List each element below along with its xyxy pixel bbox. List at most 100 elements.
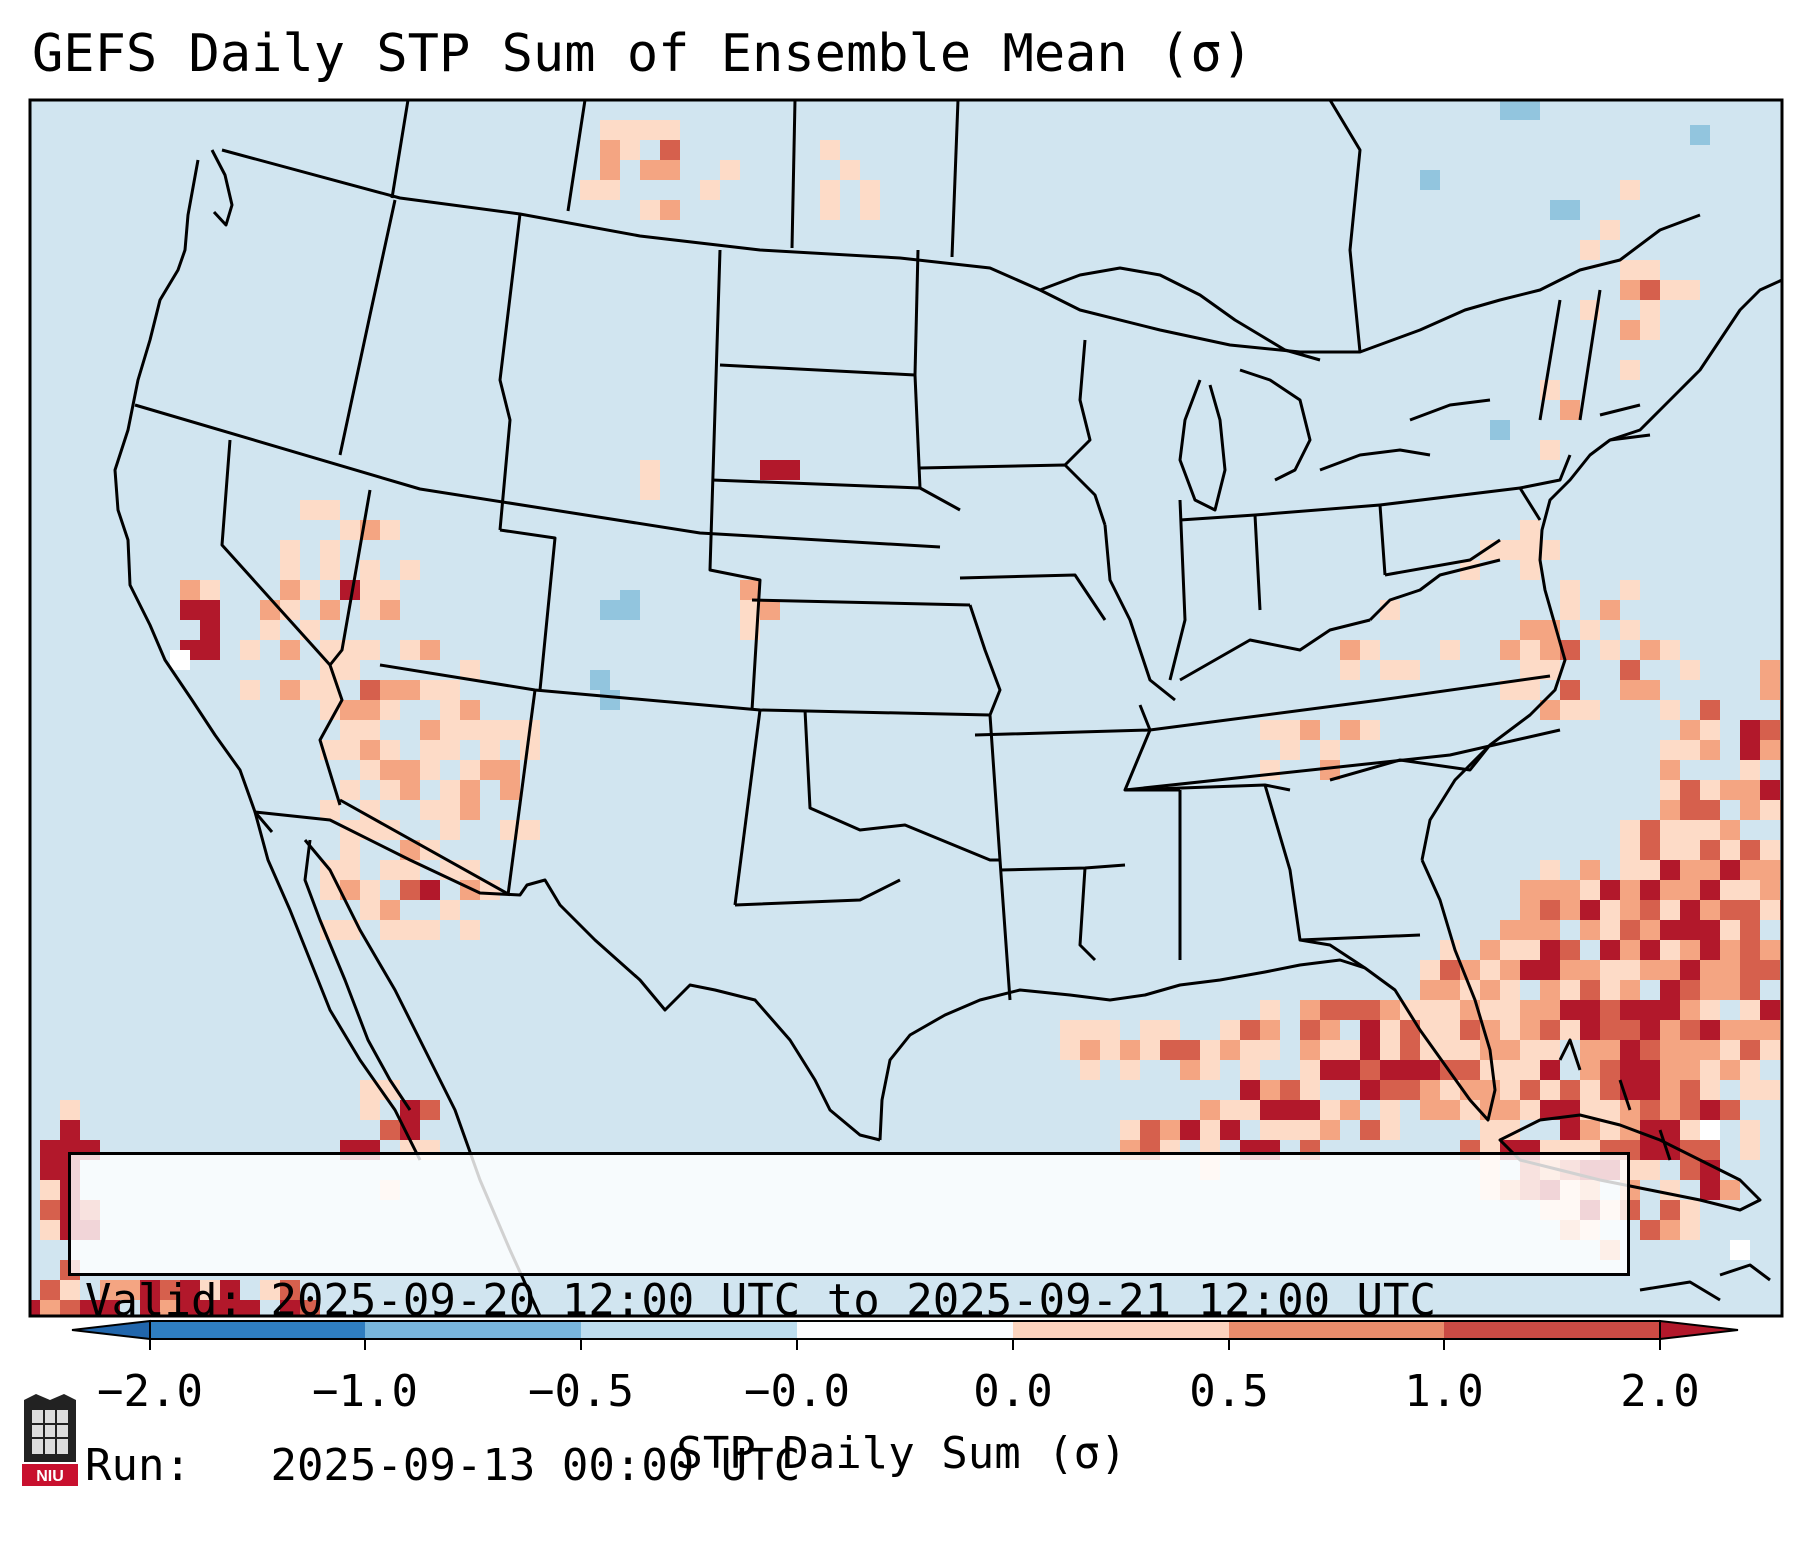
anomaly-cell: [1420, 1020, 1440, 1040]
anomaly-cell: [1440, 960, 1460, 980]
anomaly-cell: [1520, 560, 1540, 580]
anomaly-cell: [1660, 1180, 1680, 1200]
anomaly-cell: [1540, 1040, 1560, 1060]
anomaly-cell: [1700, 1080, 1720, 1100]
anomaly-cell: [1520, 1100, 1540, 1120]
anomaly-cell: [440, 820, 460, 840]
anomaly-cell: [1680, 1020, 1700, 1040]
stp-anomaly-map: [28, 98, 1784, 1350]
anomaly-cell: [1700, 740, 1720, 760]
anomaly-cell: [820, 180, 840, 200]
anomaly-cell: [380, 740, 400, 760]
anomaly-cell: [1700, 900, 1720, 920]
anomaly-cell: [240, 680, 260, 700]
niu-logo: NIU: [20, 1392, 80, 1492]
anomaly-cell: [590, 670, 610, 690]
anomaly-cell: [1360, 1020, 1380, 1040]
anomaly-cell: [1500, 980, 1520, 1000]
anomaly-cell: [1520, 920, 1540, 940]
anomaly-cell: [1500, 680, 1520, 700]
anomaly-cell: [440, 720, 460, 740]
anomaly-cell: [1560, 880, 1580, 900]
anomaly-cell: [1360, 1080, 1380, 1100]
anomaly-cell: [320, 880, 340, 900]
anomaly-cell: [1300, 1020, 1320, 1040]
map-frame: [28, 98, 1784, 1318]
anomaly-cell: [380, 700, 400, 720]
us-mexico-border: [254, 810, 881, 1142]
anomaly-cell: [1700, 860, 1720, 880]
anomaly-cell: [600, 120, 620, 140]
anomaly-cell: [460, 700, 480, 720]
anomaly-cell: [1620, 900, 1640, 920]
colorbar-tick-label: 0.5: [1189, 1366, 1269, 1417]
anomaly-cell: [1660, 1080, 1680, 1100]
anomaly-cell: [1740, 1140, 1760, 1160]
anomaly-cell: [1440, 640, 1460, 660]
anomaly-cell: [360, 680, 380, 700]
anomaly-cell: [320, 560, 340, 580]
anomaly-cell: [1620, 880, 1640, 900]
anomaly-cell: [1180, 1040, 1200, 1060]
anomaly-cell: [1680, 860, 1700, 880]
anomaly-cell: [1660, 860, 1680, 880]
anomaly-cell: [1600, 900, 1620, 920]
anomaly-cell: [1520, 880, 1540, 900]
colorbar-tick-label: −1.0: [312, 1366, 418, 1417]
anomaly-cell: [1380, 1120, 1400, 1140]
anomaly-cell: [1490, 420, 1510, 440]
anomaly-cell: [520, 820, 540, 840]
anomaly-cell: [1320, 1040, 1340, 1060]
anomaly-cell: [1500, 1000, 1520, 1020]
anomaly-cell: [1540, 980, 1560, 1000]
anomaly-cell: [1380, 1040, 1400, 1060]
anomaly-cell: [1360, 1040, 1380, 1060]
anomaly-cell: [1500, 940, 1520, 960]
anomaly-cell: [1640, 1000, 1660, 1020]
anomaly-cell: [1420, 170, 1440, 190]
anomaly-cell: [1620, 320, 1640, 340]
anomaly-cell: [1720, 780, 1740, 800]
anomaly-cell: [1420, 1100, 1440, 1120]
atlantic-coastline: [1420, 278, 1782, 861]
anomaly-cell: [1720, 1060, 1740, 1080]
anomaly-cell: [1680, 660, 1700, 680]
anomaly-cell: [1540, 640, 1560, 660]
anomaly-cell: [1760, 680, 1780, 700]
anomaly-cell: [1600, 1020, 1620, 1040]
anomaly-cell: [280, 1300, 300, 1316]
anomaly-cell: [1640, 1100, 1660, 1120]
anomaly-cell: [1540, 1100, 1560, 1120]
anomaly-cell: [1600, 940, 1620, 960]
anomaly-cell: [1440, 1020, 1460, 1040]
anomaly-cell: [1540, 900, 1560, 920]
anomaly-cell: [1420, 1040, 1440, 1060]
anomaly-cell: [1300, 1040, 1320, 1060]
anomaly-cell: [1720, 820, 1740, 840]
anomaly-cell: [1560, 1020, 1580, 1040]
anomaly-cell: [1400, 1080, 1420, 1100]
anomaly-cell: [1480, 1080, 1500, 1100]
anomaly-cell: [1500, 100, 1520, 120]
anomaly-cell: [1540, 660, 1560, 680]
anomaly-cell: [240, 1300, 260, 1316]
anomaly-cell: [1640, 1060, 1660, 1080]
anomaly-cell: [1660, 1000, 1680, 1020]
anomaly-cell: [1700, 700, 1720, 720]
anomaly-cell: [1620, 1000, 1640, 1020]
anomaly-cell: [1740, 740, 1760, 760]
anomaly-cell: [180, 580, 200, 600]
anomaly-cell: [1660, 840, 1680, 860]
anomaly-cell: [1620, 660, 1640, 680]
colorbar-label: STP Daily Sum (σ): [676, 1428, 1127, 1479]
anomaly-cell: [1680, 840, 1700, 860]
anomaly-cell: [420, 760, 440, 780]
colorbar-tick-label: −2.0: [97, 1366, 203, 1417]
anomaly-cell: [1400, 1040, 1420, 1060]
anomaly-cell: [380, 520, 400, 540]
anomaly-cell: [620, 590, 640, 610]
anomaly-cell: [1700, 1120, 1720, 1140]
anomaly-cell: [1300, 1080, 1320, 1100]
anomaly-cell: [1680, 960, 1700, 980]
anomaly-cell: [1320, 740, 1340, 760]
